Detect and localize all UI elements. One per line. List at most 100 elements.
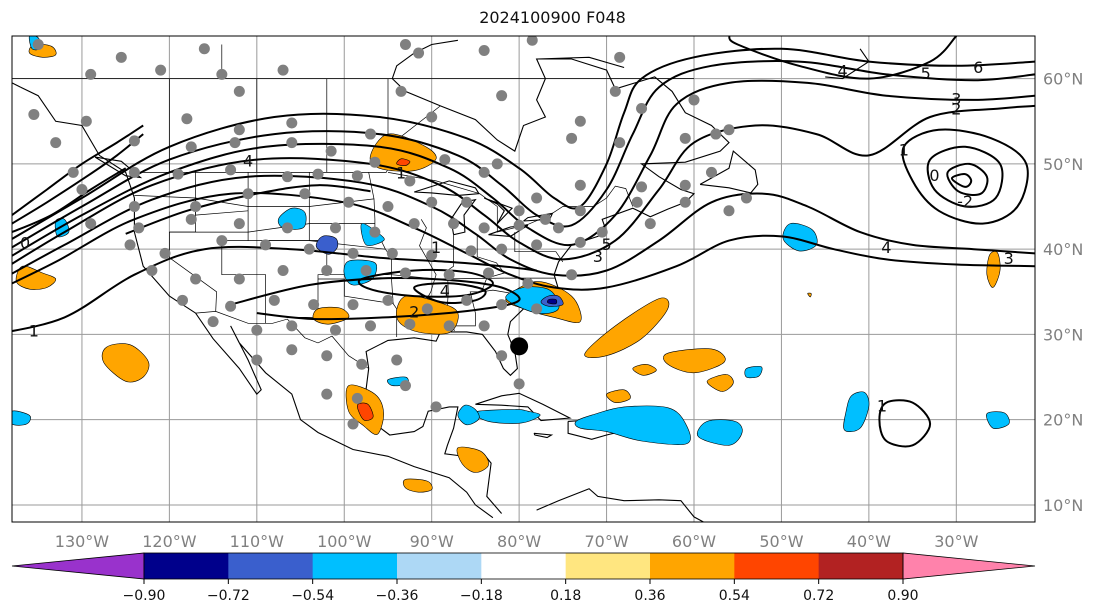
station-dot	[233, 124, 245, 136]
station-dot	[531, 239, 543, 251]
station-dot	[172, 168, 184, 180]
colorbar-tick-label: 0.18	[550, 588, 581, 604]
station-dot	[404, 318, 416, 330]
station-dot	[552, 222, 564, 234]
station-dot	[369, 226, 381, 238]
coastline	[699, 150, 759, 194]
station-dot	[312, 168, 324, 180]
station-dot	[443, 269, 455, 281]
contour-lines	[12, 36, 1035, 448]
station-dot	[399, 380, 411, 392]
contour-line	[12, 47, 1035, 241]
station-dot	[286, 344, 298, 356]
colorbar-segment	[144, 553, 229, 579]
station-dot	[531, 192, 543, 204]
anomaly-region	[357, 402, 374, 421]
station-dot	[233, 85, 245, 97]
longitude-tick-label: 70°W	[584, 532, 628, 551]
station-dot	[526, 36, 538, 46]
station-dot	[286, 137, 298, 149]
station-dot	[443, 320, 455, 332]
station-dot	[330, 324, 342, 336]
contour-line	[878, 399, 932, 448]
station-dot	[522, 277, 534, 289]
contour-label: 0	[20, 234, 30, 253]
colorbar-extend-high	[902, 552, 1036, 580]
contour-line	[950, 173, 973, 188]
anomaly-region	[474, 409, 541, 424]
station-dot	[566, 132, 578, 144]
anomaly-region	[547, 298, 558, 305]
contour-line	[728, 36, 958, 80]
anomaly-region	[396, 158, 411, 166]
longitude-tick-label: 30°W	[934, 532, 978, 551]
anomaly-region	[632, 363, 657, 376]
anomaly-region	[986, 411, 1010, 429]
station-dot	[710, 128, 722, 140]
anomaly-region	[663, 348, 726, 374]
contour-label: 4	[838, 61, 848, 80]
contour-label: -2	[957, 192, 973, 211]
colorbar-extend-low	[11, 552, 145, 580]
coastline	[475, 392, 572, 422]
longitude-tick-label: 90°W	[410, 532, 454, 551]
station-dot	[190, 273, 202, 285]
station-dot	[426, 196, 438, 208]
station-dot	[67, 166, 79, 178]
latitude-tick-label: 30°N	[1043, 325, 1083, 344]
longitude-tick-labels: 130°W 120°W 110°W 100°W 90°W 80°W 70°W 60°W 50°W…	[55, 532, 979, 551]
station-dot	[281, 222, 293, 234]
station-dot	[539, 213, 551, 225]
station-dot	[448, 218, 460, 230]
map-border	[11, 35, 1036, 523]
station-dot	[146, 264, 158, 276]
contour-label: 3	[951, 89, 961, 108]
station-dot	[233, 273, 245, 285]
station-dot	[190, 201, 202, 213]
station-dot	[399, 267, 411, 279]
anomaly-region	[706, 374, 734, 392]
station-dot	[325, 145, 337, 157]
station-dot	[478, 320, 490, 332]
political-border	[221, 172, 266, 324]
longitude-tick-label: 100°W	[317, 532, 372, 551]
longitude-tick-label: 50°W	[759, 532, 803, 551]
station-dot	[364, 320, 376, 332]
station-dot	[286, 320, 298, 332]
contour-label: 5	[921, 64, 931, 83]
station-dot	[386, 247, 398, 259]
station-dot	[513, 205, 525, 217]
station-dot	[478, 166, 490, 178]
contour-label: 2	[409, 303, 419, 322]
station-dot	[596, 226, 608, 238]
station-dot	[439, 154, 451, 166]
station-dot	[225, 300, 237, 312]
contour-line	[926, 145, 1004, 208]
station-dot	[347, 299, 359, 311]
colorbar: −0.90 −0.72 −0.54 −0.36 −0.18 0.18 0.36 0.54 0.7…	[11, 552, 1036, 604]
station-dot	[351, 392, 363, 404]
station-dot	[330, 222, 342, 234]
station-dot	[321, 264, 333, 276]
anomaly-region	[782, 222, 818, 252]
contour-line	[12, 133, 144, 225]
contour-line	[12, 124, 144, 216]
station-dot	[679, 179, 691, 191]
colorbar-tick-label: −0.18	[460, 588, 503, 604]
station-dot	[128, 201, 140, 213]
station-dot	[483, 267, 495, 279]
station-dot	[391, 354, 403, 366]
contour-line	[12, 191, 1035, 291]
colorbar-segment	[734, 553, 820, 579]
station-dot	[268, 294, 280, 306]
station-dot	[679, 196, 691, 208]
station-dot	[360, 264, 372, 276]
contour-line	[12, 174, 1035, 277]
coastline	[365, 39, 730, 377]
station-dot	[404, 175, 416, 187]
political-border	[169, 223, 375, 233]
contour-line	[12, 104, 1035, 265]
anomaly-region	[402, 478, 433, 493]
chart-title: 2024100900 F048	[479, 8, 626, 27]
